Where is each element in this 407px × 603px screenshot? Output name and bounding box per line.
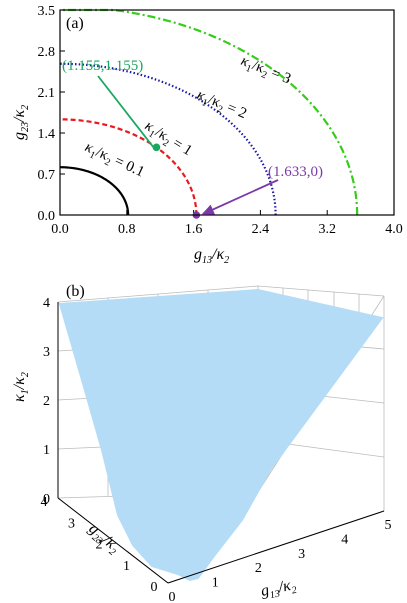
panel-a-xlabel: g13/κ2 bbox=[194, 246, 229, 266]
x-tick-label: 0.8 bbox=[118, 222, 136, 237]
y-tick-label: 0.0 bbox=[38, 209, 56, 224]
x-tick-label: 0.0 bbox=[51, 222, 69, 237]
z-tick-label: 4 bbox=[43, 296, 50, 311]
x-tick-label-3d: 2 bbox=[255, 561, 262, 576]
surface bbox=[58, 288, 384, 582]
panel-b-zlabel: κ1/κ2 bbox=[11, 372, 31, 402]
panel-a-label: (a) bbox=[66, 15, 84, 32]
y-tick-label: 2.8 bbox=[38, 45, 56, 60]
panel-b-ylabel: g23/κ2 bbox=[84, 520, 124, 558]
series-curve-3 bbox=[60, 8, 359, 216]
point-1-leader bbox=[97, 75, 155, 149]
panel-a: 0.0 0.8 1.6 2.4 3.2 4.0 0.0 0.7 1.4 2.1 2.8 3.5 (a)… bbox=[11, 4, 403, 266]
x-tick-label: 4.0 bbox=[385, 222, 403, 237]
y-tick-label-3d: 3 bbox=[68, 516, 75, 531]
x-tick-label: 2.4 bbox=[252, 222, 270, 237]
x-tick-label-3d: 4 bbox=[341, 532, 348, 547]
series-curve-0.1 bbox=[60, 166, 130, 216]
z-tick-label: 1 bbox=[43, 443, 50, 458]
y-tick-label: 0.7 bbox=[38, 168, 56, 183]
panel-a-ylabel: g23/κ2 bbox=[11, 105, 31, 140]
curve-label-3: κ1/κ2 = 3 bbox=[237, 53, 293, 90]
x-tick-label-3d: 0 bbox=[169, 590, 176, 603]
y-tick-label-3d: 4 bbox=[41, 495, 48, 510]
z-tick-label: 0 bbox=[43, 492, 50, 507]
y-tick-label: 2.1 bbox=[38, 86, 56, 101]
panel-a-curves bbox=[59, 8, 359, 219]
point-2-text: (1.633,0) bbox=[268, 164, 323, 180]
y-tick-label-3d: 2 bbox=[96, 538, 103, 553]
panel-a-frame bbox=[59, 9, 395, 216]
y-tick-label-3d: 0 bbox=[151, 580, 158, 595]
panel-b-label: (b) bbox=[66, 283, 85, 300]
z-tick-label: 3 bbox=[43, 345, 50, 360]
curve-label-0.1: κ1/κ2 = 0.1 bbox=[81, 139, 147, 183]
x-tick-label-3d: 1 bbox=[212, 576, 219, 591]
point-1-text: (1.155,1.155) bbox=[62, 58, 143, 74]
x-tick-label: 3.2 bbox=[318, 222, 336, 237]
point-2-arrow bbox=[201, 179, 279, 215]
y-tick-label-3d: 1 bbox=[123, 559, 130, 574]
y-tick-label: 1.4 bbox=[38, 127, 56, 142]
x-tick-label-3d: 5 bbox=[385, 518, 392, 533]
panel-a-ticks: 0.0 0.8 1.6 2.4 3.2 4.0 0.0 0.7 1.4 2.1 2.8 3.5 bbox=[38, 4, 403, 237]
x-tick-label: 1.6 bbox=[185, 222, 203, 237]
series-curve-2 bbox=[59, 62, 277, 216]
z-tick-label: 2 bbox=[43, 394, 50, 409]
x-tick-label-3d: 3 bbox=[298, 547, 305, 562]
panel-b-axes bbox=[57, 302, 385, 584]
y-tick-label: 3.5 bbox=[38, 4, 56, 19]
point-marker-1 bbox=[152, 143, 161, 152]
panel-b-xlabel: g13/κ2 bbox=[259, 576, 298, 603]
curve-label-2: κ1/κ2 = 2 bbox=[193, 87, 249, 125]
